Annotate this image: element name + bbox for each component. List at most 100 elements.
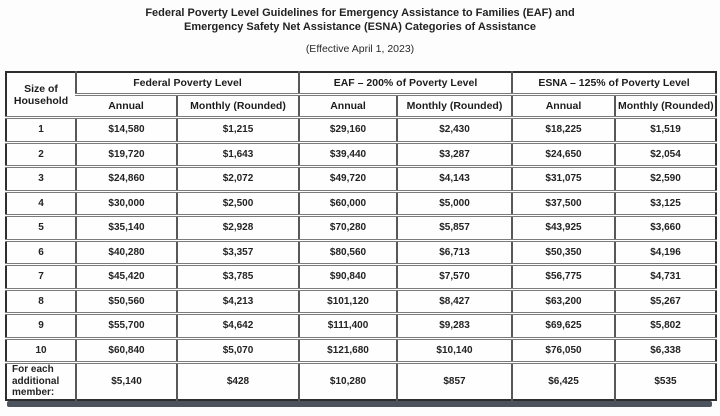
cell-fpl-monthly: $3,357	[176, 240, 299, 265]
cell-fpl-annual: $55,700	[75, 313, 177, 338]
cell-eaf-annual: $70,280	[298, 215, 397, 240]
table-header: Size of Household Federal Poverty Level …	[6, 72, 716, 118]
cell-size: 8	[38, 295, 44, 307]
cell-size: 5	[38, 222, 44, 234]
cell-eaf-monthly: $5,857	[396, 215, 512, 240]
cell-esna-monthly: $5,267	[614, 289, 716, 314]
cell-fpl-annual: $60,840	[75, 338, 177, 363]
cell-esna-monthly: $2,590	[614, 166, 716, 191]
cell-eaf-annual: $29,160	[298, 117, 397, 142]
cell-fpl-annual: $30,000	[75, 191, 177, 216]
cell-fpl-annual: $50,560	[75, 289, 177, 314]
table-row: 9 $55,700 $4,642 $111,400 $9,283 $69,625 $5,80…	[6, 313, 716, 338]
cell-fpl-monthly: $2,500	[176, 191, 299, 216]
cell-esna-annual: $24,650	[511, 142, 615, 167]
header-eaf-200-percent: EAF – 200% of Poverty Level	[298, 72, 512, 95]
cell-esna-monthly: $1,519	[614, 117, 716, 142]
subheader-eaf-monthly: Monthly (Rounded)	[396, 93, 512, 118]
cell-esna-annual: $18,225	[511, 117, 615, 142]
table-row: 2 $19,720 $1,643 $39,440 $3,287 $24,650 $2,054	[6, 142, 716, 167]
cell-eaf-monthly: $7,570	[396, 264, 512, 289]
cell-fpl-monthly: $428	[176, 362, 299, 400]
cell-eaf-monthly: $9,283	[396, 313, 512, 338]
cell-size: 2	[38, 148, 44, 160]
cell-eaf-annual: $90,840	[298, 264, 397, 289]
cell-eaf-annual: $49,720	[298, 166, 397, 191]
cell-eaf-annual: $111,400	[298, 313, 397, 338]
cell-eaf-monthly: $4,143	[396, 166, 512, 191]
cell-size: 1	[38, 124, 44, 136]
cell-size: 4	[38, 197, 44, 209]
cell-eaf-monthly: $857	[396, 362, 512, 400]
header-size-of-household: Size of Household	[13, 82, 69, 107]
cell-fpl-annual: $45,420	[75, 264, 177, 289]
cell-size: 3	[38, 173, 44, 185]
cell-esna-annual: $56,775	[511, 264, 615, 289]
cell-size: 9	[38, 320, 44, 332]
cell-eaf-monthly: $10,140	[396, 338, 512, 363]
cell-eaf-annual: $10,280	[298, 362, 397, 400]
table-row: 8 $50,560 $4,213 $101,120 $8,427 $63,200 $5,26…	[6, 289, 716, 314]
cell-eaf-monthly: $8,427	[396, 289, 512, 314]
table-body: 1 $14,580 $1,215 $29,160 $2,430 $18,225 $1,519…	[6, 117, 716, 400]
cell-size: For each additional member:	[12, 364, 60, 398]
cell-esna-annual: $69,625	[511, 313, 615, 338]
cell-esna-monthly: $2,054	[614, 142, 716, 167]
cell-esna-monthly: $4,196	[614, 240, 716, 265]
table-row: 6 $40,280 $3,357 $80,560 $6,713 $50,350 $4,196	[6, 240, 716, 265]
cell-esna-monthly: $3,125	[614, 191, 716, 216]
poverty-level-table: Size of Household Federal Poverty Level …	[5, 71, 717, 401]
cell-size: 6	[38, 246, 44, 258]
cell-eaf-annual: $60,000	[298, 191, 397, 216]
cell-eaf-annual: $39,440	[298, 142, 397, 167]
subheader-esna-annual: Annual	[511, 93, 615, 118]
cell-eaf-annual: $80,560	[298, 240, 397, 265]
table-row: 4 $30,000 $2,500 $60,000 $5,000 $37,500 $3,125	[6, 191, 716, 216]
subheader-esna-monthly: Monthly (Rounded)	[614, 93, 716, 118]
document-subtitle: (Effective April 1, 2023)	[305, 43, 415, 55]
cell-fpl-monthly: $5,070	[176, 338, 299, 363]
cell-eaf-monthly: $3,287	[396, 142, 512, 167]
cell-esna-annual: $31,075	[511, 166, 615, 191]
cell-eaf-monthly: $2,430	[396, 117, 512, 142]
title-line-1: Federal Poverty Level Guidelines for Eme…	[145, 7, 575, 19]
cell-esna-annual: $63,200	[511, 289, 615, 314]
header-esna-125-percent: ESNA – 125% of Poverty Level	[511, 72, 716, 95]
cell-fpl-annual: $35,140	[75, 215, 177, 240]
cell-fpl-monthly: $1,215	[176, 117, 299, 142]
table-row: For each additional member: $5,140 $428 $10…	[6, 362, 716, 400]
cell-fpl-annual: $5,140	[75, 362, 177, 400]
cell-esna-monthly: $5,802	[614, 313, 716, 338]
cell-fpl-annual: $24,860	[75, 166, 177, 191]
cell-esna-annual: $6,425	[511, 362, 615, 400]
subheader-fpl-annual: Annual	[76, 93, 177, 118]
table-row: 7 $45,420 $3,785 $90,840 $7,570 $56,775 $4,731	[6, 264, 716, 289]
cell-fpl-monthly: $2,072	[176, 166, 299, 191]
cell-esna-monthly: $6,338	[614, 338, 716, 363]
cell-fpl-monthly: $4,213	[176, 289, 299, 314]
subheader-eaf-annual: Annual	[298, 93, 397, 118]
table-bottom-border-bar	[7, 400, 712, 407]
cell-fpl-monthly: $4,642	[176, 313, 299, 338]
table-row: 10 $60,840 $5,070 $121,680 $10,140 $76,050 $6,…	[6, 338, 716, 363]
cell-eaf-annual: $121,680	[298, 338, 397, 363]
cell-fpl-annual: $40,280	[75, 240, 177, 265]
table-row: 3 $24,860 $2,072 $49,720 $4,143 $31,075 $2,590	[6, 166, 716, 191]
cell-fpl-monthly: $1,643	[176, 142, 299, 167]
cell-esna-annual: $50,350	[511, 240, 615, 265]
cell-fpl-monthly: $2,928	[176, 215, 299, 240]
cell-esna-monthly: $3,660	[614, 215, 716, 240]
cell-size: 7	[38, 271, 44, 283]
cell-esna-monthly: $4,731	[614, 264, 716, 289]
table-row: 1 $14,580 $1,215 $29,160 $2,430 $18,225 $1,519	[6, 117, 716, 142]
cell-eaf-monthly: $5,000	[396, 191, 512, 216]
cell-fpl-annual: $19,720	[75, 142, 177, 167]
cell-esna-annual: $76,050	[511, 338, 615, 363]
title-line-2: Emergency Safety Net Assistance (ESNA) C…	[184, 20, 536, 33]
subheader-fpl-monthly: Monthly (Rounded)	[176, 93, 299, 118]
cell-esna-monthly: $535	[614, 362, 716, 400]
cell-eaf-monthly: $6,713	[396, 240, 512, 265]
table-row: 5 $35,140 $2,928 $70,280 $5,857 $43,925 $3,660	[6, 215, 716, 240]
group-header-row: Size of Household Federal Poverty Level …	[6, 72, 716, 106]
